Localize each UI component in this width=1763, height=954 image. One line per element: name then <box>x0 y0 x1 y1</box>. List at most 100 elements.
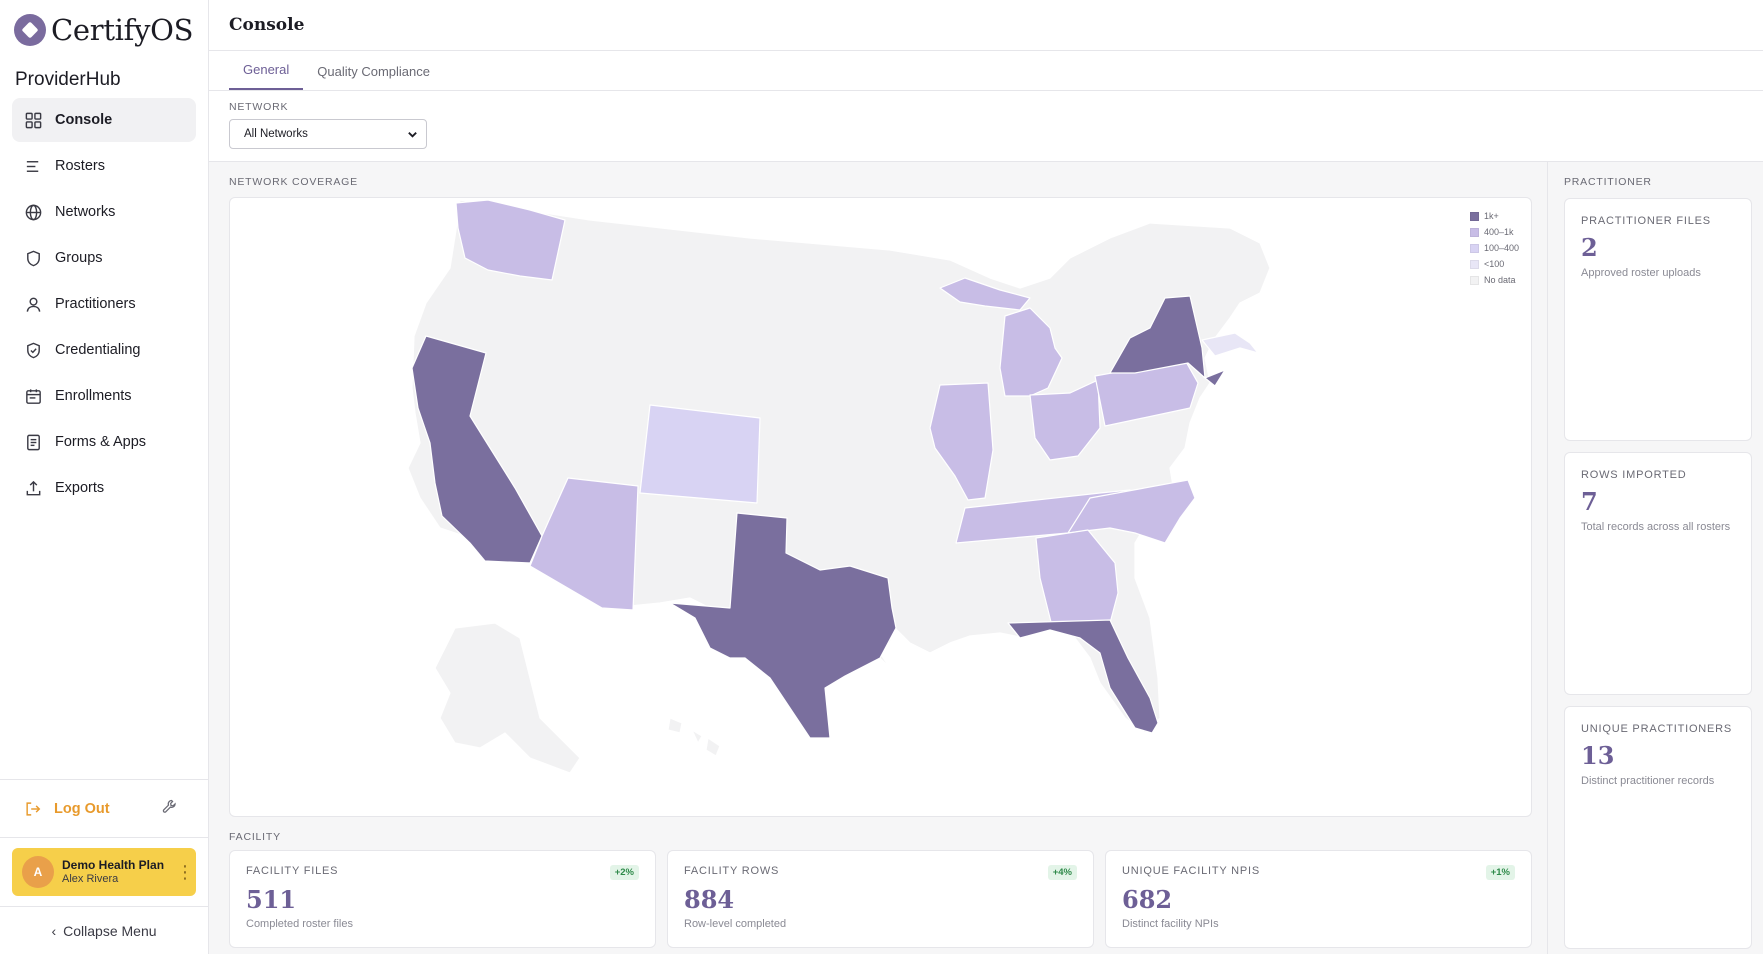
left-column: NETWORK COVERAGE <box>209 162 1548 954</box>
network-coverage-label: NETWORK COVERAGE <box>229 176 358 188</box>
certifyos-logo-icon <box>14 14 46 46</box>
sidebar-item-practitioners[interactable]: Practitioners <box>12 282 196 326</box>
sidebar-item-label: Credentialing <box>55 342 141 358</box>
sidebar-item-label: Enrollments <box>55 388 132 404</box>
brand-name: CertifyOS <box>51 13 194 47</box>
chevron-down-icon <box>408 131 417 138</box>
shield-check-icon <box>27 342 40 358</box>
account-user: Alex Rivera <box>62 873 119 885</box>
sidebar-item-networks[interactable]: Networks <box>12 190 196 234</box>
network-filter-label: NETWORK <box>229 101 289 113</box>
grid-icon <box>25 112 42 128</box>
card-value: 2 <box>1581 233 1598 262</box>
logout-row: Log Out <box>0 779 208 837</box>
unique-practitioners-card: UNIQUE PRACTITIONERS 13 Distinct practit… <box>1564 706 1752 949</box>
upload-icon <box>26 480 41 495</box>
card-title: UNIQUE PRACTITIONERS <box>1581 723 1733 735</box>
facility-rows-card: FACILITY ROWS +4% 884 Row-level complete… <box>667 850 1094 948</box>
sidebar-item-enrollments[interactable]: Enrollments <box>12 374 196 418</box>
legend-swatch <box>1469 275 1479 285</box>
sidebar-item-label: Forms & Apps <box>55 434 147 450</box>
network-select[interactable]: All Networks <box>229 119 427 149</box>
logout-button[interactable]: Log Out <box>24 800 110 818</box>
state-ca <box>411 335 543 564</box>
avatar: A <box>22 856 54 888</box>
practitioner-files-card: PRACTITIONER FILES 2 Approved roster upl… <box>1564 198 1752 441</box>
legend-swatch <box>1469 227 1479 237</box>
facility-files-card: FACILITY FILES +2% 511 Completed roster … <box>229 850 656 948</box>
page-title: Console <box>229 15 305 35</box>
card-title: ROWS IMPORTED <box>1581 469 1687 481</box>
chevron-left-icon: ‹ <box>51 922 57 939</box>
account-wrap: A Demo Health Plan Alex Rivera ⋮ <box>0 837 208 906</box>
card-subtitle: Row-level completed <box>684 918 787 930</box>
tab-quality-compliance[interactable]: Quality Compliance <box>317 64 430 79</box>
card-title: UNIQUE FACILITY NPIS <box>1122 865 1261 877</box>
network-coverage-map: 1k+ 400–1k 100–400 <100 No data <box>229 197 1532 817</box>
sidebar-item-label: Groups <box>55 250 103 266</box>
sidebar-item-exports[interactable]: Exports <box>12 466 196 510</box>
facility-label: FACILITY <box>229 831 281 843</box>
list-icon <box>26 160 39 172</box>
form-icon <box>27 434 40 450</box>
state-mi <box>939 277 1063 397</box>
legend-label: 100–400 <box>1483 243 1519 253</box>
network-select-value: All Networks <box>244 128 308 140</box>
hub-title: ProviderHub <box>15 69 121 90</box>
us-map <box>407 199 1271 774</box>
facility-cards: FACILITY FILES +2% 511 Completed roster … <box>229 850 1532 948</box>
main: Console General Quality Compliance NETWO… <box>209 0 1763 954</box>
state-ma <box>1201 332 1259 357</box>
topbar: Console <box>209 0 1763 51</box>
state-wa <box>455 199 566 281</box>
sidebar-item-credentialing[interactable]: Credentialing <box>12 328 196 372</box>
tab-general[interactable]: General <box>229 62 304 90</box>
collapse-menu-label: Collapse Menu <box>63 922 157 939</box>
card-subtitle: Completed roster files <box>246 918 353 930</box>
right-column: PRACTITIONER PRACTITIONER FILES 2 Approv… <box>1548 162 1763 954</box>
user-icon <box>26 297 41 312</box>
calendar-icon <box>26 388 41 404</box>
sidebar-item-forms-apps[interactable]: Forms & Apps <box>12 420 196 464</box>
card-value: 884 <box>684 885 735 914</box>
legend-swatch <box>1469 243 1479 253</box>
sidebar-item-label: Rosters <box>55 158 105 174</box>
sidebar-item-label: Practitioners <box>55 296 136 312</box>
sidebar-item-rosters[interactable]: Rosters <box>12 144 196 188</box>
sidebar-item-console[interactable]: Console <box>12 98 196 142</box>
brand[interactable]: CertifyOS <box>0 0 208 60</box>
tabs: General Quality Compliance <box>209 51 1763 91</box>
legend-label: 400–1k <box>1483 227 1514 237</box>
collapse-menu-button[interactable]: ‹ Collapse Menu <box>0 906 208 954</box>
account-text: Demo Health Plan Alex Rivera <box>62 858 176 886</box>
account-org: Demo Health Plan <box>62 858 165 872</box>
legend-item: <100 <box>1469 256 1519 272</box>
sidebar-footer: Log Out A Demo Health Plan Alex Rivera ⋮… <box>0 779 208 954</box>
card-value: 7 <box>1581 487 1598 516</box>
state-ak <box>434 622 581 774</box>
card-title: FACILITY ROWS <box>684 865 780 877</box>
shield-icon <box>27 250 40 266</box>
card-title: FACILITY FILES <box>246 865 339 877</box>
legend-item: 100–400 <box>1469 240 1519 256</box>
wrench-icon[interactable] <box>161 798 178 820</box>
kebab-menu-icon[interactable]: ⋮ <box>176 862 194 882</box>
practitioner-label: PRACTITIONER <box>1564 176 1652 188</box>
content: NETWORK COVERAGE <box>209 162 1763 954</box>
state-ny <box>1109 295 1226 387</box>
state-ga <box>1035 529 1119 627</box>
legend-label: <100 <box>1483 259 1505 269</box>
rows-imported-card: ROWS IMPORTED 7 Total records across all… <box>1564 452 1752 695</box>
trend-badge: +4% <box>1047 865 1077 880</box>
unique-facility-npis-card: UNIQUE FACILITY NPIS +1% 682 Distinct fa… <box>1105 850 1532 948</box>
sidebar-item-label: Exports <box>55 480 105 496</box>
sidebar-item-groups[interactable]: Groups <box>12 236 196 280</box>
account-switcher[interactable]: A Demo Health Plan Alex Rivera ⋮ <box>12 848 196 896</box>
card-value: 682 <box>1122 885 1173 914</box>
legend-item: 400–1k <box>1469 224 1519 240</box>
sidebar-item-label: Console <box>55 112 113 128</box>
card-subtitle: Distinct practitioner records <box>1581 775 1715 787</box>
state-fl <box>1007 619 1159 734</box>
legend-label: No data <box>1483 275 1516 285</box>
state-az <box>529 477 639 611</box>
